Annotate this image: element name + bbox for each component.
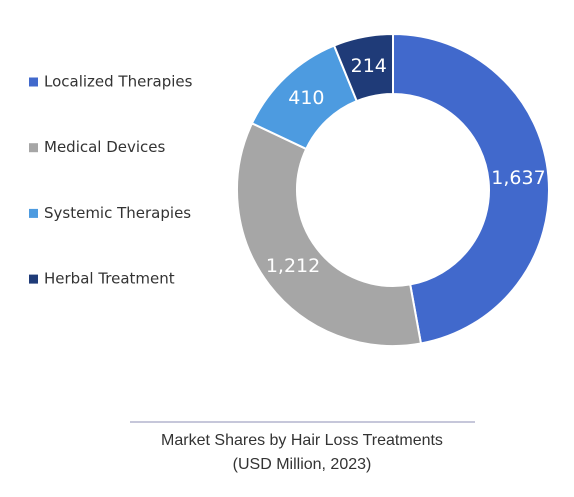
- donut-slice: [236, 121, 423, 347]
- data-label: 1,637: [491, 167, 545, 189]
- legend-swatch: [29, 274, 38, 284]
- legend-label: Localized Therapies: [44, 73, 193, 91]
- chart-title: Market Shares by Hair Loss Treatments: [161, 432, 443, 449]
- data-label: 214: [351, 55, 387, 77]
- chart-subtitle: (USD Million, 2023): [233, 456, 372, 473]
- legend-swatch: [29, 77, 38, 87]
- legend-label: Systemic Therapies: [44, 204, 191, 222]
- legend-swatch: [29, 208, 38, 218]
- legend-swatch: [29, 143, 38, 153]
- donut-slice: [332, 32, 394, 103]
- legend-label: Medical Devices: [44, 138, 166, 156]
- data-label: 1,212: [266, 255, 320, 277]
- data-label: 410: [288, 87, 324, 109]
- legend-label: Herbal Treatment: [44, 270, 175, 288]
- donut-slice: [392, 32, 550, 345]
